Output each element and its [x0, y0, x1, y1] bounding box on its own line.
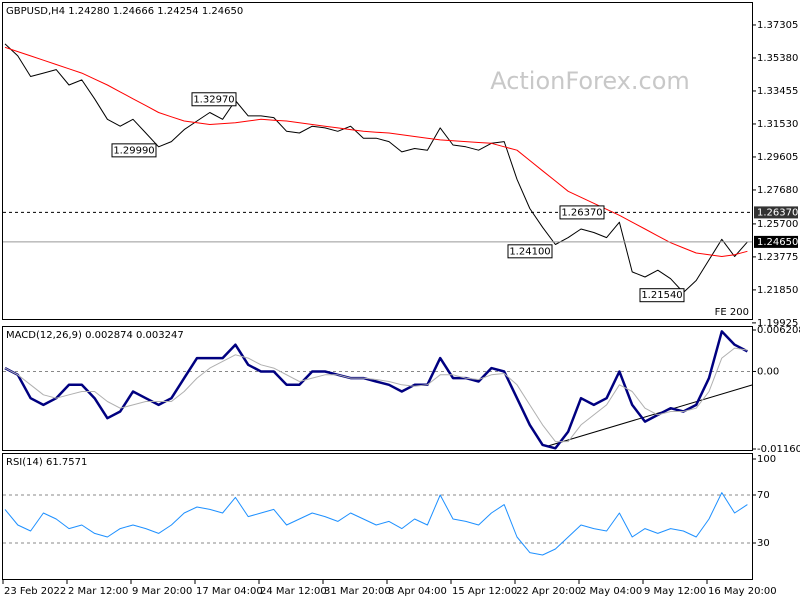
level-label-box	[754, 206, 798, 219]
series-line	[4, 492, 748, 556]
x-tick-label: 2 May 04:00	[580, 586, 642, 597]
annotation-label: 1.29990	[113, 145, 154, 156]
y-tick-label: 1.37305	[757, 20, 798, 31]
y-tick-label: 1.25700	[757, 219, 798, 230]
series-line	[4, 347, 748, 443]
y-tick-label: 1.33455	[757, 86, 798, 97]
level-label: 1.26370	[757, 207, 798, 218]
annotation-box	[507, 244, 553, 259]
x-tick-label: 15 Apr 12:00	[452, 586, 517, 597]
annotation-label: 1.24100	[509, 246, 550, 257]
rsi-title: RSI(14) 61.7571	[6, 457, 87, 468]
price-title: GBPUSD,H4 1.24280 1.24666 1.24254 1.2465…	[6, 6, 243, 17]
series-line	[4, 43, 748, 293]
macd-panel-frame	[2, 326, 753, 451]
x-tick-label: 23 Feb 2022	[4, 586, 66, 597]
macd-title: MACD(12,26,9) 0.002874 0.003247	[6, 330, 184, 341]
x-tick-label: 31 Mar 20:00	[324, 586, 391, 597]
level-label: 1.24650	[757, 237, 798, 248]
y-tick-label: 100	[757, 454, 776, 465]
annotation-box	[559, 205, 605, 220]
y-tick-label: 30	[757, 538, 770, 549]
y-tick-label: 0.00	[757, 366, 779, 377]
y-tick-label: 0.006208	[757, 325, 800, 336]
y-tick-label: -0.011607	[757, 444, 800, 455]
series-line	[4, 46, 748, 257]
fe-note: FE 200	[715, 307, 749, 318]
annotation-label: 1.32970	[193, 94, 234, 105]
y-tick-label: 1.21850	[757, 285, 798, 296]
x-tick-label: 16 May 20:00	[708, 586, 777, 597]
annotation-box	[191, 92, 237, 107]
price-panel-frame	[2, 2, 753, 320]
y-tick-label: 1.19925	[757, 318, 798, 329]
level-label-box	[754, 235, 798, 248]
x-tick-label: 9 Mar 20:00	[132, 586, 192, 597]
y-tick-label: 1.27680	[757, 185, 798, 196]
y-tick-label: 1.23775	[757, 252, 798, 263]
x-tick-label: 24 Mar 12:00	[260, 586, 327, 597]
x-tick-label: 8 Apr 04:00	[388, 586, 447, 597]
rsi-panel-frame	[2, 453, 753, 580]
watermark: ActionForex.com	[490, 67, 690, 95]
annotation-label: 1.26370	[561, 207, 602, 218]
x-tick-label: 22 Apr 20:00	[516, 586, 581, 597]
annotation-box	[111, 143, 157, 158]
x-tick-label: 9 May 12:00	[644, 586, 706, 597]
y-tick-label: 70	[757, 490, 770, 501]
y-tick-label: 1.31530	[757, 119, 798, 130]
annotation-box	[639, 288, 685, 303]
y-tick-label: 1.35380	[757, 53, 798, 64]
trend-line	[547, 384, 753, 447]
x-tick-label: 2 Mar 12:00	[68, 586, 128, 597]
series-line	[4, 330, 748, 450]
annotation-label: 1.21540	[641, 290, 682, 301]
y-tick-label: 1.29605	[757, 152, 798, 163]
x-tick-label: 17 Mar 04:00	[196, 586, 263, 597]
